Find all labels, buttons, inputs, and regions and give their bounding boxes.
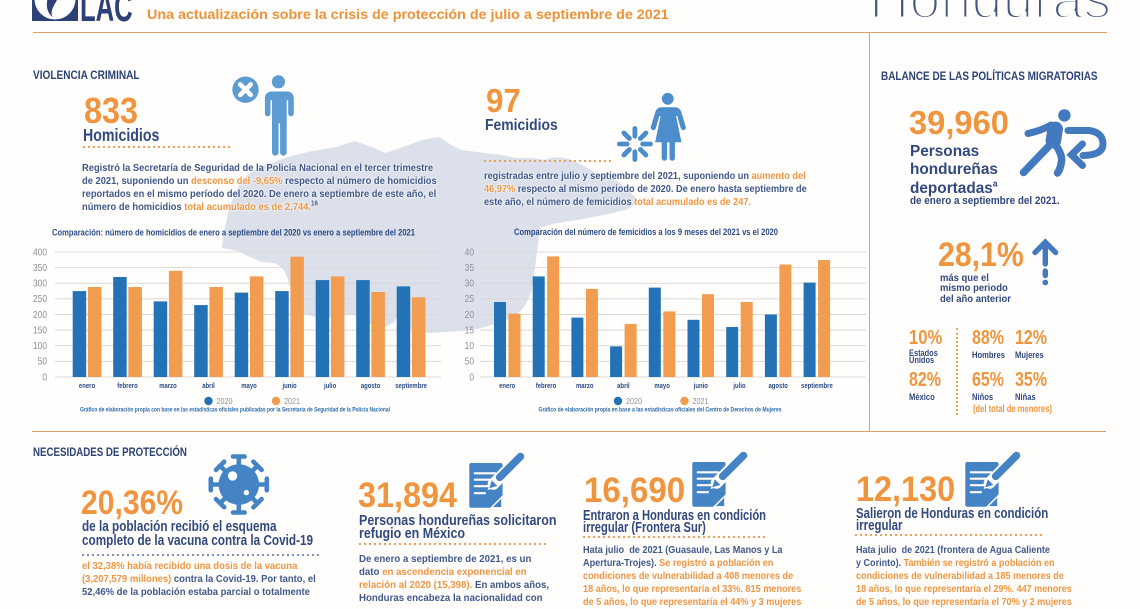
svg-text:Gráfico de elaboración propia: Gráfico de elaboración propia con base e… [80,407,390,414]
svg-text:julio: julio [323,383,336,391]
svg-text:julio: julio [732,383,745,391]
svg-text:junio: junio [693,383,708,391]
svg-text:marzo: marzo [159,383,177,391]
svg-text:abril: abril [617,383,630,391]
svg-text:300: 300 [33,278,47,289]
svg-text:40: 40 [465,247,474,258]
svg-text:marzo: marzo [576,383,594,391]
svg-text:0: 0 [469,372,474,383]
svg-text:enero: enero [79,383,95,391]
svg-text:400: 400 [33,247,47,258]
svg-text:10: 10 [465,340,474,351]
svg-text:35: 35 [465,262,474,273]
svg-text:200: 200 [33,309,47,320]
svg-text:30: 30 [465,278,474,289]
svg-text:2020: 2020 [217,396,234,406]
svg-text:mayo: mayo [654,383,670,391]
svg-text:2021: 2021 [284,396,300,406]
svg-text:2021: 2021 [693,396,709,406]
svg-text:agosto: agosto [768,383,788,391]
svg-text:septiembre: septiembre [801,383,833,391]
svg-text:Comparación: número de homicid: Comparación: número de homicidios de ene… [52,228,415,238]
svg-text:25: 25 [465,294,474,305]
svg-text:febrero: febrero [117,383,137,391]
svg-text:50: 50 [465,356,474,367]
svg-text:100: 100 [33,340,47,351]
svg-text:abril: abril [202,383,215,391]
svg-text:20: 20 [465,309,474,320]
svg-text:350: 350 [33,262,47,273]
svg-text:septiembre: septiembre [395,383,427,391]
svg-text:150: 150 [33,325,47,336]
svg-text:250: 250 [33,294,47,305]
svg-text:50: 50 [38,356,47,367]
svg-text:mayo: mayo [241,383,257,391]
svg-text:Comparación del número de femi: Comparación del número de femicidios a l… [514,227,778,237]
svg-text:febrero: febrero [536,383,556,391]
svg-text:enero: enero [499,383,515,391]
svg-text:0: 0 [42,372,47,383]
svg-text:15: 15 [465,325,474,336]
svg-text:Gráfico de elaboración propia: Gráfico de elaboración propia en base a … [539,407,782,414]
svg-text:junio: junio [282,383,297,391]
svg-text:agosto: agosto [361,383,381,391]
svg-text:2020: 2020 [626,396,643,406]
